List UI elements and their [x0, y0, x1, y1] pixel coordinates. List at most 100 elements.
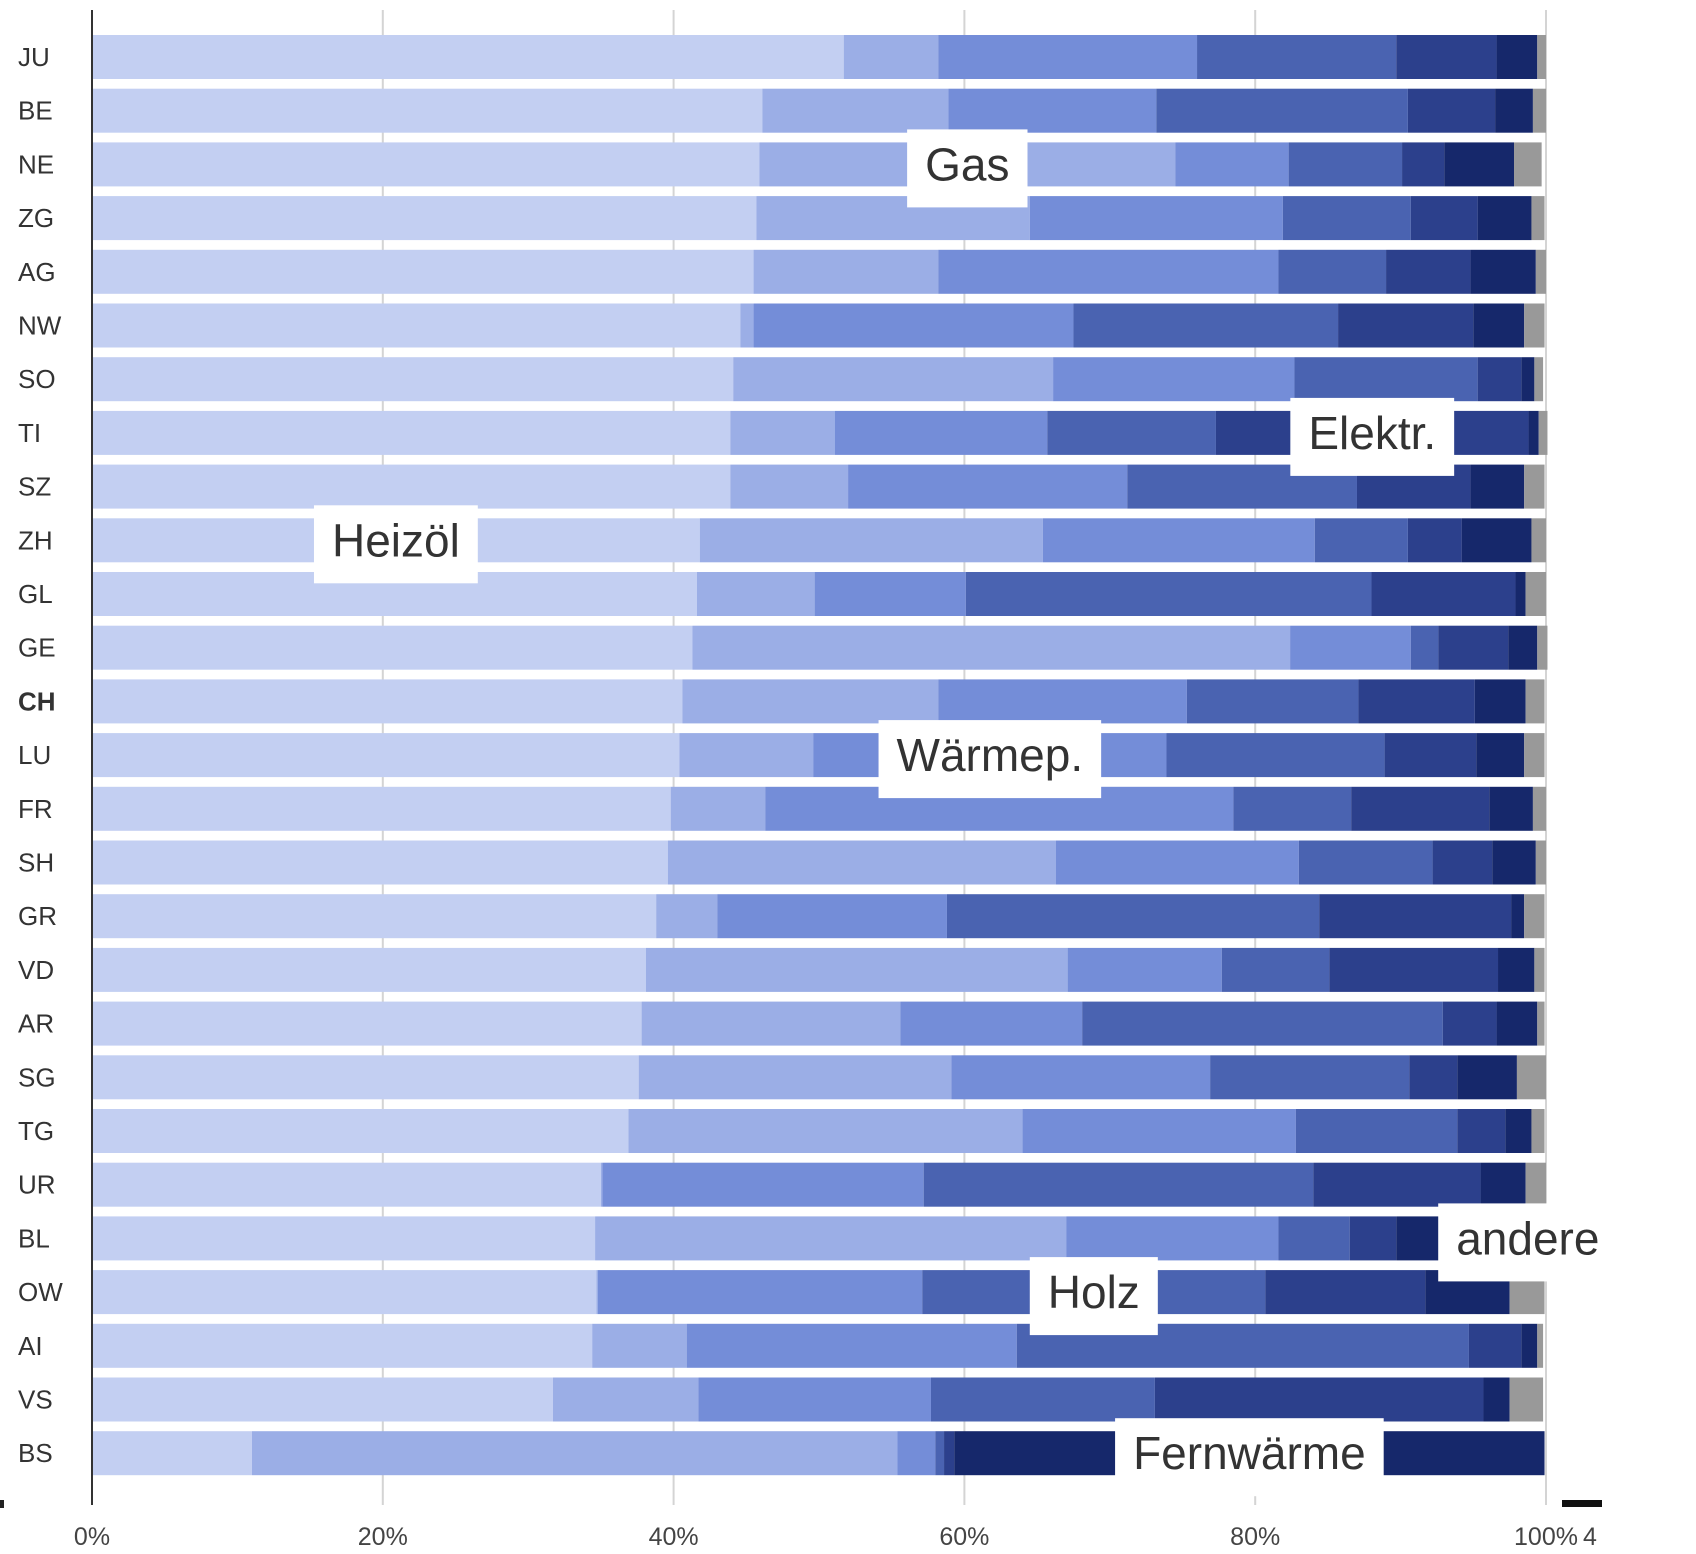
x-tick-label: 80%	[1230, 1523, 1280, 1549]
axes-layer: 0% 20% 40% 60% 80% 100% JU BE NE ZG AG NW SO TI SZ ZH GL…	[0, 10, 1602, 1551]
segment-label-text: Wärmep.	[897, 729, 1084, 781]
bar-heizoel-ge	[92, 625, 693, 670]
bar-holz-ju	[1197, 35, 1397, 79]
y-tick-label: FR	[18, 794, 53, 824]
segment-label-elektr: Elektr.	[1290, 397, 1455, 476]
corner-mark-left	[0, 1500, 4, 1508]
bar-andere-ju	[1537, 35, 1546, 79]
bar-elektr-zg	[1410, 196, 1478, 241]
segment-label-background	[1290, 397, 1455, 476]
bar-waermep-ge	[1290, 625, 1411, 670]
bar-heizoel-vd	[92, 947, 646, 992]
bar-heizoel-ju	[92, 35, 844, 79]
bar-heizoel-ar	[92, 1001, 642, 1046]
bar-gas-ti	[730, 410, 835, 455]
y-tick-label: TI	[18, 418, 41, 448]
bar-elektr-fr	[1351, 786, 1490, 831]
x-tick-label: 40%	[649, 1523, 699, 1549]
bar-waermep-zg	[1029, 196, 1283, 241]
bar-gas-ag	[753, 249, 939, 294]
bar-heizoel-sh	[92, 840, 668, 885]
segment-label-background	[1438, 1203, 1618, 1282]
bar-elektr-ai	[1468, 1323, 1522, 1368]
bar-holz-fr	[1233, 786, 1352, 831]
y-tick-label: GL	[18, 579, 53, 609]
bar-fernwaerme-zh	[1461, 518, 1532, 563]
segment-label-text: andere	[1456, 1212, 1599, 1264]
bar-elektr-ch	[1358, 679, 1475, 724]
bar-gas-sh	[667, 840, 1057, 885]
bar-heizoel-lu	[92, 733, 680, 778]
bar-andere-ne	[1514, 142, 1542, 187]
bar-elektr-lu	[1384, 733, 1477, 778]
bar-elektr-vd	[1329, 947, 1499, 992]
bar-waermep-ju	[938, 35, 1198, 79]
bar-elektr-so	[1477, 357, 1522, 402]
y-tick-label: NW	[18, 311, 62, 341]
bar-elektr-vs	[1154, 1377, 1484, 1422]
bar-heizoel-sg	[92, 1055, 639, 1100]
bar-heizoel-so	[92, 357, 734, 402]
bar-fernwaerme-ai	[1521, 1323, 1538, 1368]
bar-holz-be	[1156, 88, 1408, 133]
bar-heizoel-ai	[92, 1323, 593, 1368]
segment-label-andere: andere	[1438, 1203, 1618, 1282]
bar-elektr-ge	[1438, 625, 1509, 670]
segment-label-fernwaerme: Fernwärme	[1115, 1418, 1384, 1497]
bar-elektr-bl	[1349, 1216, 1397, 1261]
bar-waermep-vs	[698, 1377, 931, 1422]
x-tick-label: 0%	[74, 1523, 110, 1549]
bar-heizoel-bl	[92, 1216, 596, 1261]
bar-holz-bs	[935, 1431, 945, 1476]
bar-waermep-zh	[1042, 518, 1315, 563]
bar-andere-ag	[1535, 249, 1546, 294]
y-tick-label: NE	[18, 149, 54, 179]
bar-waermep-ai	[686, 1323, 1017, 1368]
y-tick-label: SO	[18, 364, 56, 394]
bar-andere-nw	[1524, 303, 1545, 348]
bar-holz-ti	[1047, 410, 1216, 455]
bar-elektr-ag	[1386, 249, 1471, 294]
bar-elektr-ne	[1402, 142, 1445, 187]
x-tick-label: 20%	[358, 1523, 408, 1549]
bar-andere-lu	[1524, 733, 1545, 778]
y-tick-label: SZ	[18, 472, 51, 502]
bar-heizoel-ow	[92, 1270, 597, 1315]
bar-holz-so	[1294, 357, 1478, 402]
bar-andere-vd	[1534, 947, 1545, 992]
bar-holz-lu	[1166, 733, 1385, 778]
segment-label-background	[1029, 1257, 1158, 1336]
bar-gas-ge	[692, 625, 1291, 670]
y-tick-label: VS	[18, 1385, 53, 1415]
bar-holz-zh	[1314, 518, 1408, 563]
bar-elektr-bs	[944, 1431, 955, 1476]
bar-andere-so	[1534, 357, 1544, 402]
bar-fernwaerme-lu	[1476, 733, 1525, 778]
bar-andere-gl	[1525, 572, 1546, 616]
bar-gas-lu	[679, 733, 814, 778]
bar-elektr-sg	[1409, 1055, 1458, 1100]
bar-gas-vd	[645, 947, 1068, 992]
bar-fernwaerme-ur	[1480, 1162, 1526, 1207]
bar-gas-sz	[730, 464, 849, 509]
bar-waermep-ur	[602, 1162, 924, 1207]
y-tick-label: LU	[18, 740, 51, 770]
bar-heizoel-be	[92, 88, 763, 133]
segment-label-text: Fernwärme	[1133, 1427, 1366, 1479]
bars-layer	[92, 35, 1548, 1476]
bar-andere-sh	[1535, 840, 1546, 885]
bar-heizoel-ur	[92, 1162, 601, 1207]
bar-fernwaerme-be	[1495, 88, 1533, 133]
bar-gas-be	[762, 88, 949, 133]
bar-gas-ju	[843, 35, 939, 79]
bar-holz-tg	[1295, 1109, 1458, 1153]
bar-holz-bl	[1278, 1216, 1350, 1261]
bar-gas-bl	[595, 1216, 1067, 1261]
bar-elektr-ju	[1396, 35, 1497, 79]
bar-gas-ai	[592, 1323, 687, 1368]
bar-andere-sg	[1516, 1055, 1546, 1100]
bar-heizoel-ti	[92, 410, 731, 455]
bar-heizoel-nw	[92, 303, 741, 348]
bar-waermep-sg	[951, 1055, 1211, 1100]
